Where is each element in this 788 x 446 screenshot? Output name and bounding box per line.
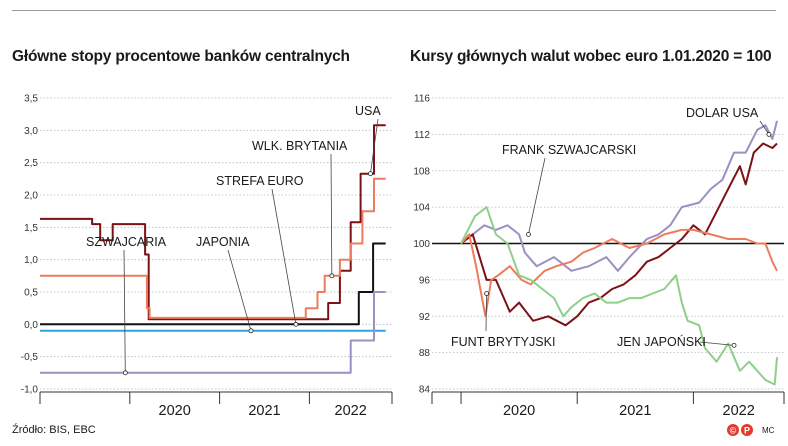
- right-leader-frank-szwajcarski: [528, 157, 546, 235]
- right-y-tick-label: 100: [413, 239, 430, 250]
- left-label-wlk-brytania: WLK. BRYTANIA: [252, 139, 348, 153]
- right-label-frank-szwajcarski: FRANK SZWAJCARSKI: [502, 143, 636, 157]
- right-label-funt-brytyjski: FUNT BRYTYJSKI: [451, 335, 555, 349]
- left-y-tick-label: 3,5: [24, 94, 38, 105]
- right-y-tick-label: 92: [419, 312, 431, 323]
- left-label-szwajcaria: SZWAJCARIA: [86, 235, 167, 249]
- right-y-tick-label: 88: [419, 348, 431, 359]
- left-marker-strefa-euro: [293, 321, 299, 327]
- right-chart-title: Kursy głównych walut wobec euro 1.01.202…: [410, 47, 772, 66]
- left-leader-japonia: [227, 249, 252, 331]
- right-year-label: 2020: [503, 403, 535, 419]
- left-marker-szwajcaria: [122, 370, 128, 376]
- left-y-tick-label: 3,0: [24, 126, 38, 137]
- right-marker-jen-japonski: [731, 342, 737, 348]
- svg-text:©: ©: [730, 426, 737, 436]
- right-marker-frank-szwajcarski: [526, 232, 531, 237]
- right-series-frank-szwajcarski: [460, 142, 778, 327]
- right-year-label: 2022: [723, 403, 755, 419]
- left-series-strefa-euro: [40, 242, 386, 326]
- left-y-tick-label: -1,0: [21, 385, 39, 396]
- left-chart-title-text: Główne stopy procentowe banków centralny…: [12, 48, 350, 65]
- left-leader-szwajcaria: [123, 249, 126, 373]
- left-marker-wlk-brytania: [329, 273, 335, 279]
- left-y-tick-label: 2,5: [24, 158, 38, 169]
- source-note: Źródło: BIS, EBC: [12, 424, 96, 436]
- left-y-tick-label: 2,0: [24, 191, 38, 202]
- right-leader-funt-brytyjski: [485, 293, 488, 332]
- right-label-dolar-usa: DOLAR USA: [686, 106, 759, 120]
- publisher-logo-icon: © P: [727, 424, 753, 436]
- right-leader-dolar-usa: [759, 120, 770, 135]
- left-year-label: 2021: [248, 403, 280, 419]
- right-series-funt-brytyjski: [460, 228, 778, 318]
- right-y-tick-label: 116: [414, 94, 430, 105]
- left-year-label: 2022: [335, 403, 367, 419]
- right-y-tick-label: 84: [419, 385, 431, 396]
- left-leader-strefa-euro: [271, 188, 297, 325]
- left-y-tick-label: 1,0: [24, 255, 38, 266]
- right-y-tick-label: 112: [414, 130, 430, 141]
- left-y-tick-label: 0,0: [24, 320, 38, 331]
- right-series-dolar-usa: [460, 120, 778, 272]
- left-y-tick-label: 1,5: [24, 223, 38, 234]
- right-marker-dolar-usa: [766, 131, 772, 137]
- left-marker-usa: [368, 171, 373, 177]
- right-y-tick-label: 96: [419, 275, 431, 286]
- left-leader-usa: [370, 118, 379, 174]
- right-chart-title-text: Kursy głównych walut wobec euro 1.01.202…: [410, 48, 772, 65]
- right-y-tick-label: 104: [413, 203, 430, 214]
- left-year-label: 2020: [159, 403, 191, 419]
- right-series-jen-japonski: [460, 206, 778, 386]
- right-year-label: 2021: [619, 403, 651, 419]
- svg-text:P: P: [744, 426, 750, 436]
- left-y-tick-label: -0,5: [21, 352, 39, 363]
- left-label-usa: USA: [355, 104, 381, 118]
- left-y-tick-label: 0,5: [24, 288, 38, 299]
- left-leader-wlk-brytania: [330, 153, 333, 276]
- left-label-strefa-euro: STREFA EURO: [216, 174, 304, 188]
- top-rule: [12, 10, 776, 11]
- left-series-usa: [40, 124, 386, 321]
- right-y-tick-label: 108: [413, 166, 430, 177]
- right-marker-funt-brytyjski: [484, 291, 490, 296]
- left-label-japonia: JAPONIA: [196, 235, 250, 249]
- left-series-szwajcaria: [40, 291, 386, 374]
- left-chart-title: Główne stopy procentowe banków centralny…: [12, 47, 350, 66]
- left-series-wlk-brytania: [40, 177, 386, 319]
- right-leader-jen-japonski: [699, 341, 735, 346]
- author-credit: MC: [762, 426, 775, 435]
- left-marker-japonia: [248, 328, 254, 334]
- right-label-jen-japonski: JEN JAPOŃSKI: [617, 334, 706, 349]
